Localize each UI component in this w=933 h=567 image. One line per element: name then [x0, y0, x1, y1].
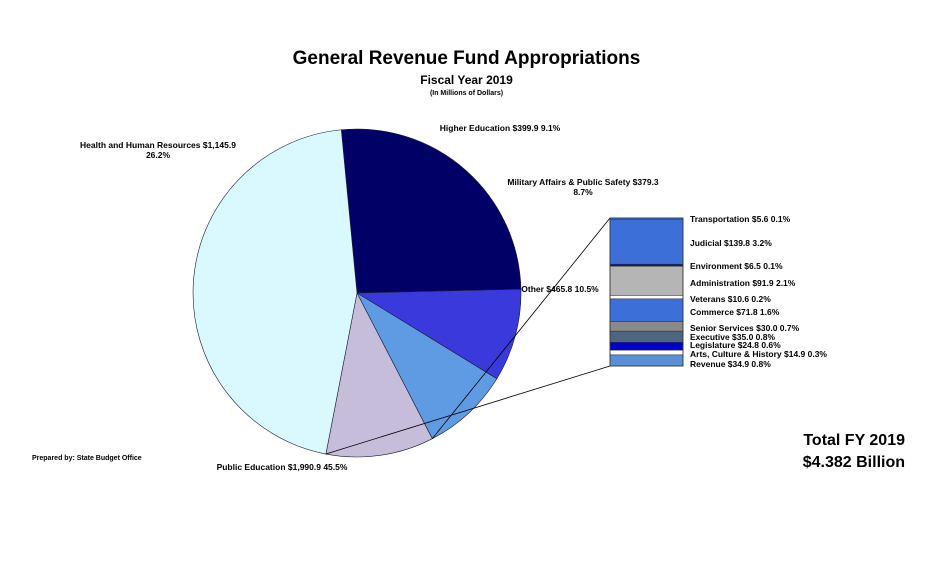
chart-subtitle: Fiscal Year 2019 — [420, 73, 513, 87]
other-connector-lines — [325, 217, 611, 455]
bar-segment-executive — [609, 330, 684, 343]
pie-label-other: Other $465.8 10.5% — [521, 284, 599, 294]
bar-label-legislature: Legislature $24.8 0.6% — [690, 340, 781, 350]
total-label: Total FY 2019 — [803, 432, 905, 449]
bar-segment-senior-services — [609, 321, 684, 332]
pie-label-public-education: Public Education $1,990.9 45.5% — [217, 462, 348, 472]
pie-slice-health-and-human-resources — [340, 128, 522, 294]
bar-label-arts-culture-history: Arts, Culture & History $14.9 0.3% — [690, 349, 827, 359]
pie-labels: Health and Human Resources $1,145.9 26.2%… — [80, 123, 659, 472]
other-breakdown-bar — [609, 217, 684, 367]
bar-segment-administration — [609, 266, 684, 296]
bar-label-veterans: Veterans $10.6 0.2% — [690, 294, 771, 304]
bar-segment-judicial — [609, 219, 684, 265]
bar-segment-arts-culture-history — [609, 349, 684, 356]
bar-label-executive: Executive $35.0 0.8% — [690, 332, 776, 342]
chart-title: General Revenue Fund Appropriations — [292, 48, 641, 69]
bar-segment-commerce — [609, 298, 684, 322]
bar-label-transportation: Transportation $5.6 0.1% — [690, 214, 791, 224]
bar-label-judicial: Judicial $139.8 3.2% — [690, 238, 772, 248]
bar-labels: Transportation $5.6 0.1% Judicial $139.8 … — [690, 214, 827, 369]
total-amount: $4.382 Billion — [802, 454, 905, 471]
pie-slice-public-education — [192, 129, 358, 455]
chart-units-note: (In Millions of Dollars) — [429, 90, 504, 97]
connector-line-bottom — [325, 365, 611, 455]
bar-outline — [609, 217, 684, 367]
bar-segment-legislature — [609, 342, 684, 351]
pie-label-higher-education: Higher Education $399.9 9.1% — [440, 123, 561, 133]
bar-segment-environment — [609, 263, 684, 267]
bar-segment-revenue — [609, 354, 684, 367]
pie-slice-other — [325, 292, 433, 458]
bar-label-administration: Administration $91.9 2.1% — [690, 278, 796, 288]
pie-label-military-affairs-public-safety: Military Affairs & Public Safety $379.3 8… — [507, 177, 659, 197]
pie-chart — [192, 128, 522, 458]
bar-segment-veterans — [609, 295, 684, 300]
bar-label-environment: Environment $6.5 0.1% — [690, 261, 783, 271]
connector-line-top — [431, 217, 611, 439]
bar-label-commerce: Commerce $71.8 1.6% — [690, 307, 780, 317]
bar-label-revenue: Revenue $34.9 0.8% — [690, 359, 771, 369]
bar-label-senior-services: Senior Services $30.0 0.7% — [690, 323, 800, 333]
pie-label-health-and-human-resources: Health and Human Resources $1,145.9 26.2% — [80, 140, 236, 160]
prepared-by-note: Prepared by: State Budget Office — [32, 455, 142, 462]
total-box: Total FY 2019 $4.382 Billion — [803, 430, 905, 474]
